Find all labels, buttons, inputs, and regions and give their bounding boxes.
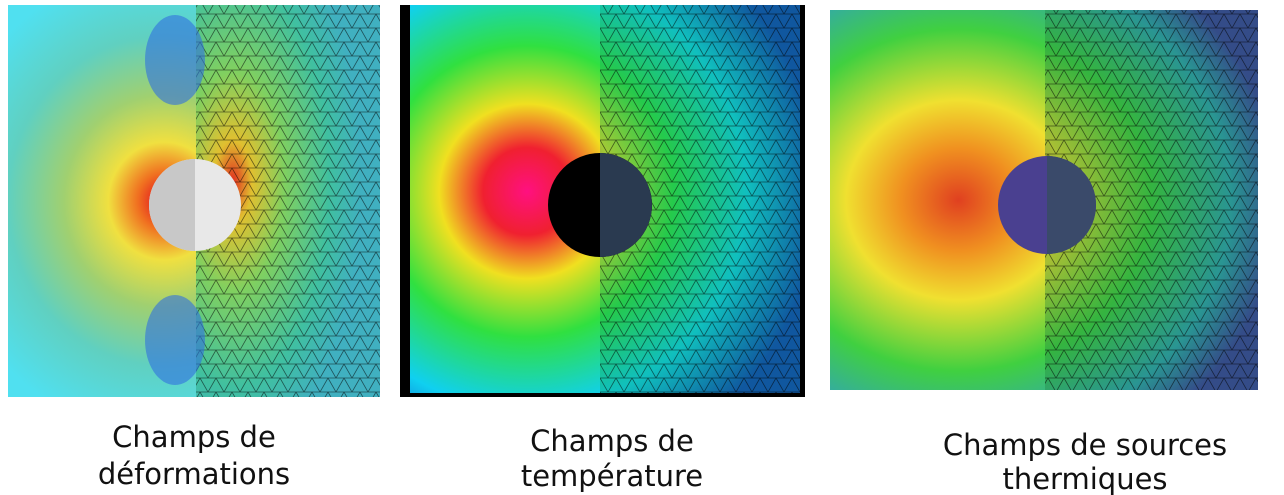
panel-temperature bbox=[400, 5, 805, 397]
caption-line: Champs de bbox=[112, 420, 276, 454]
panel-deformation bbox=[8, 5, 380, 397]
caption-line: Champs de sources bbox=[943, 428, 1227, 462]
caption-line: température bbox=[521, 459, 703, 493]
caption-line: thermiques bbox=[1002, 462, 1167, 495]
caption-line: Champs de bbox=[530, 424, 694, 458]
panel-sources bbox=[830, 10, 1258, 390]
caption-line: déformations bbox=[98, 457, 290, 491]
